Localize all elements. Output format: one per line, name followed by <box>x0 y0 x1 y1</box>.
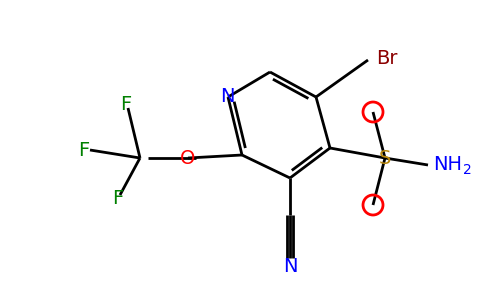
Text: 2: 2 <box>463 163 472 177</box>
Text: Br: Br <box>376 49 397 68</box>
Text: F: F <box>112 188 123 208</box>
Text: S: S <box>379 148 391 167</box>
Text: N: N <box>220 86 234 106</box>
Text: NH: NH <box>433 155 462 175</box>
Text: N: N <box>283 257 297 277</box>
Text: O: O <box>181 148 196 167</box>
Text: F: F <box>121 95 132 115</box>
Text: F: F <box>78 140 90 160</box>
